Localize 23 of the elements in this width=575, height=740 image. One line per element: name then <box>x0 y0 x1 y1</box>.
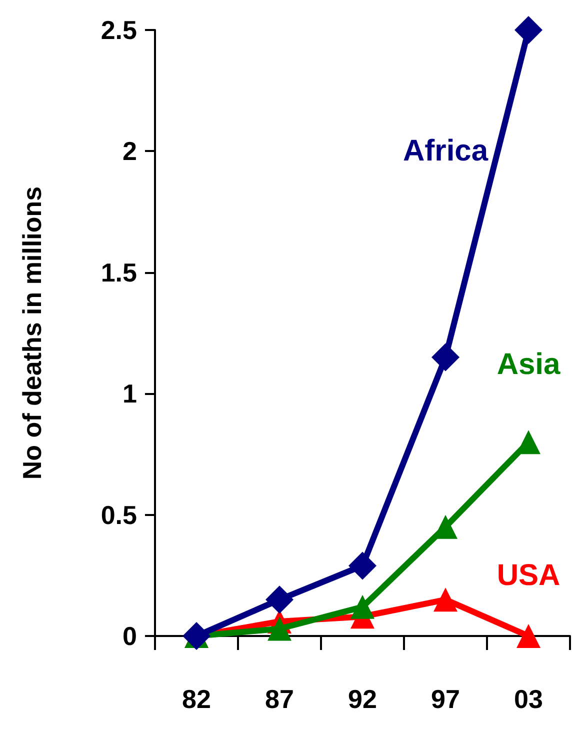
point <box>348 552 376 580</box>
y-tick-label: 0 <box>122 621 137 651</box>
point <box>266 586 294 614</box>
y-axis-title: No of deaths in millions <box>17 186 47 480</box>
y-tick-label: 2.5 <box>100 15 137 45</box>
series-label: Africa <box>402 134 488 168</box>
y-tick-label: 2 <box>122 136 137 166</box>
y-tick-label: 0.5 <box>100 500 137 530</box>
x-tick-label: 87 <box>265 684 294 714</box>
series-label: Asia <box>496 348 560 382</box>
y-tick-label: 1.5 <box>100 257 137 288</box>
y-tick-label: 1 <box>122 378 137 409</box>
point <box>432 343 460 372</box>
series-label: USA <box>496 558 560 592</box>
x-tick-label: 82 <box>182 684 211 714</box>
x-tick-label: 03 <box>514 684 543 714</box>
point <box>514 16 542 44</box>
point <box>350 594 374 619</box>
point <box>268 616 292 641</box>
point <box>516 624 540 648</box>
x-tick-label: 97 <box>431 684 460 714</box>
x-tick-label: 92 <box>348 684 377 714</box>
point <box>434 588 458 612</box>
